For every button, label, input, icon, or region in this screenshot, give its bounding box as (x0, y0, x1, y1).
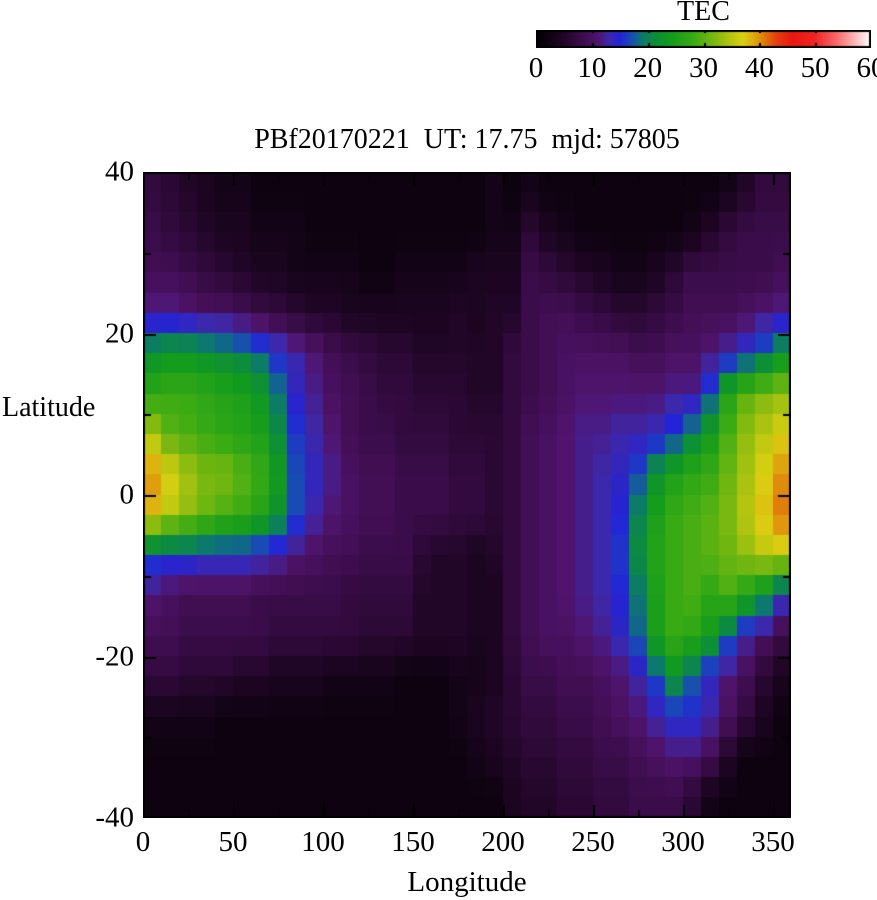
y-tick-label: -20 (95, 640, 134, 672)
x-tick-label: 250 (571, 826, 615, 858)
colorbar-tick-label: 60 (856, 52, 877, 84)
heatmap-canvas (143, 172, 791, 818)
x-tick-label: 100 (301, 826, 345, 858)
y-tick-label: 0 (119, 478, 135, 511)
colorbar-title: TEC (677, 0, 730, 27)
x-tick-label: 300 (661, 826, 705, 858)
x-axis-tick-labels: 0 50 100 150 200 250 300 350 (136, 826, 795, 862)
colorbar-tick-labels: 0 10 20 30 40 50 60 (529, 52, 877, 86)
colorbar-tick-label: 40 (744, 52, 774, 84)
colorbar-tick-label: 50 (800, 52, 830, 84)
colorbar-tick-label: 30 (689, 52, 718, 84)
x-tick-label: 350 (751, 826, 795, 858)
colorbar-tick-label: 10 (577, 52, 607, 84)
plot-title: PBf20170221 UT: 17.75 mjd: 57805 (254, 124, 680, 155)
colorbar-gradient (536, 30, 871, 48)
x-tick-label: 0 (135, 826, 151, 858)
colorbar-tick-label: 20 (633, 52, 663, 84)
x-tick-label: 50 (218, 826, 248, 858)
x-tick-label: 200 (481, 826, 525, 858)
y-tick-label: 40 (105, 155, 134, 188)
y-axis-label: Latitude (2, 392, 96, 423)
y-tick-label: 20 (105, 317, 134, 349)
x-axis-label: Longitude (407, 866, 527, 898)
y-tick-label: -40 (95, 801, 134, 834)
colorbar-tick-label: 0 (528, 52, 544, 84)
y-axis-tick-labels: 40 20 0 -20 -40 (0, 156, 135, 834)
x-tick-label: 150 (391, 826, 435, 858)
